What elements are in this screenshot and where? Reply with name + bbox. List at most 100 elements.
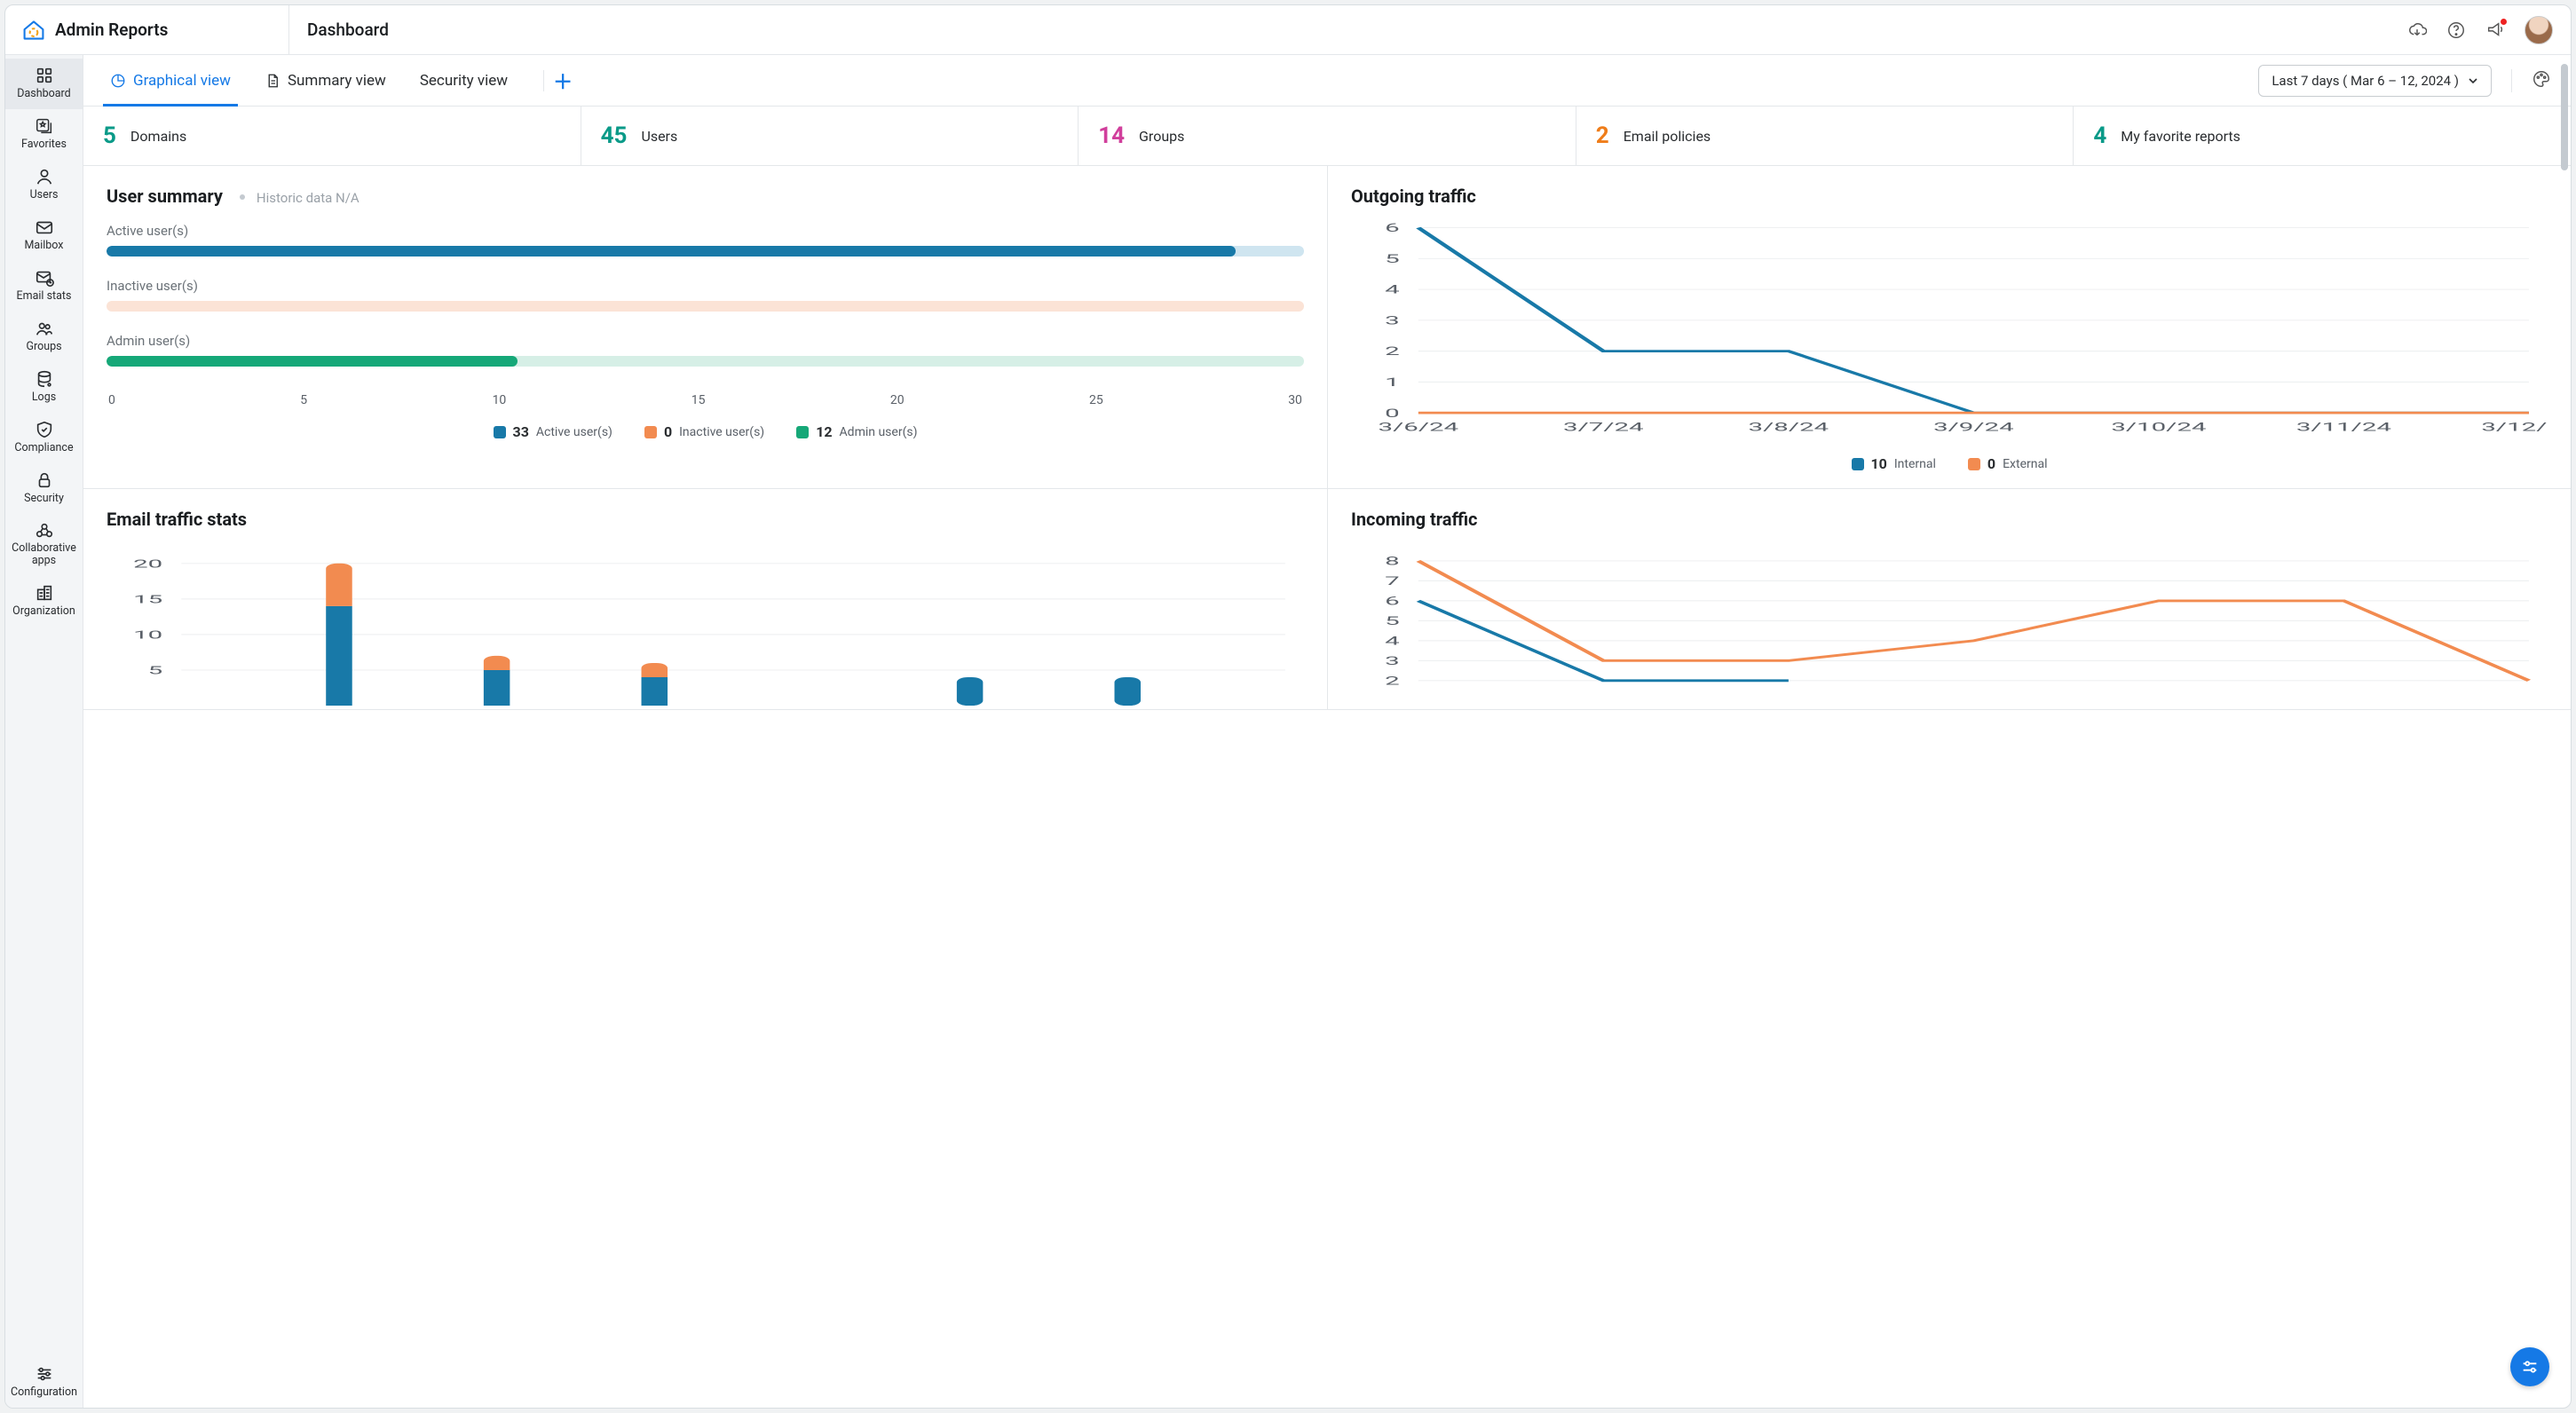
svg-text:5: 5 [1385, 614, 1400, 628]
stat-cell[interactable]: 45Users [581, 107, 1079, 165]
svg-text:8: 8 [1385, 554, 1400, 568]
help-icon[interactable] [2446, 20, 2466, 40]
sidebar-item-label: Compliance [14, 441, 73, 454]
sidebar-item-favorites[interactable]: Favorites [5, 109, 83, 160]
tab-summary-view[interactable]: Summary view [257, 55, 393, 106]
stat-cell[interactable]: 4My favorite reports [2073, 107, 2571, 165]
sidebar-item-configuration[interactable]: Configuration [5, 1357, 83, 1408]
sidebar-item-users[interactable]: Users [5, 160, 83, 210]
compliance-icon [35, 420, 54, 439]
email-stats-icon [35, 268, 54, 288]
sidebar-item-logs[interactable]: Logs [5, 362, 83, 413]
sidebar-item-label: Logs [32, 391, 56, 404]
svg-text:0: 0 [1385, 407, 1400, 420]
tab-security-view[interactable]: Security view [413, 55, 515, 106]
hbar-label: Active user(s) [107, 223, 1304, 239]
hbar-track [107, 356, 1304, 367]
legend-value: 0 [664, 423, 672, 440]
add-view-button[interactable]: ＋ [553, 67, 573, 95]
stat-value: 4 [2093, 122, 2106, 149]
tab-graphical-view[interactable]: Graphical view [103, 55, 238, 106]
customize-fab[interactable] [2510, 1347, 2549, 1386]
legend-name: Active user(s) [536, 425, 612, 439]
tab-label: Graphical view [133, 72, 231, 90]
svg-text:7: 7 [1385, 574, 1400, 588]
sidebar-item-compliance[interactable]: Compliance [5, 413, 83, 463]
security-icon [35, 470, 54, 490]
hbar-fill [107, 246, 1236, 257]
hbar-fill [107, 356, 518, 367]
legend-row: 33 Active user(s)0 Inactive user(s)12 Ad… [107, 423, 1304, 440]
hbar-track [107, 246, 1304, 257]
legend-value: 0 [1987, 455, 1995, 472]
whats-new-icon[interactable] [2485, 20, 2505, 40]
page-title: Dashboard [289, 20, 389, 40]
sidebar-item-label: Dashboard [17, 87, 70, 100]
top-bar: Admin Reports Dashboard [5, 5, 2571, 55]
sidebar-item-dashboard[interactable]: Dashboard [5, 59, 83, 109]
legend-name: Admin user(s) [840, 425, 918, 439]
date-range-picker[interactable]: Last 7 days ( Mar 6 – 12, 2024 ) [2258, 65, 2492, 97]
incoming-chart: 2345678 [1351, 546, 2548, 706]
sidebar-item-label: Groups [26, 340, 61, 353]
outgoing-chart: 01234563/6/243/7/243/8/243/9/243/10/243/… [1351, 223, 2548, 436]
svg-text:3/7/24: 3/7/24 [1563, 421, 1644, 434]
stat-cell[interactable]: 5Domains [83, 107, 581, 165]
stat-value: 2 [1596, 122, 1609, 149]
dot-separator [240, 194, 245, 200]
brand-title: Admin Reports [55, 20, 168, 40]
stat-cell[interactable]: 2 Email policies [1576, 107, 2074, 165]
configuration-icon [35, 1364, 54, 1384]
sidebar-item-collab[interactable]: Collaborative apps [5, 514, 83, 576]
mailbox-icon [35, 217, 54, 237]
panel-title: Outgoing traffic [1351, 186, 2548, 207]
stat-label: Users [641, 128, 677, 145]
groups-icon [35, 319, 54, 338]
sidebar-item-mailbox[interactable]: Mailbox [5, 210, 83, 261]
theme-button[interactable] [2511, 69, 2551, 92]
subtabs-row: Graphical view Summary view Security vie… [83, 55, 2571, 107]
sidebar: Dashboard Favorites Users Mailbox Email … [5, 55, 83, 1408]
stat-label: Email policies [1624, 128, 1711, 145]
svg-text:5: 5 [1385, 252, 1400, 265]
dashboard-icon [35, 66, 54, 85]
sliders-icon [2520, 1357, 2540, 1377]
stat-cell[interactable]: 14Groups [1078, 107, 1576, 165]
sidebar-item-org[interactable]: Organization [5, 576, 83, 627]
legend-name: Inactive user(s) [679, 425, 764, 439]
legend-swatch [1968, 458, 1980, 470]
sidebar-item-label: Mailbox [24, 239, 63, 252]
svg-text:3/10/24: 3/10/24 [2111, 421, 2206, 434]
sidebar-item-security[interactable]: Security [5, 463, 83, 514]
top-icons [2407, 16, 2571, 44]
axis-tick: 15 [691, 393, 706, 407]
pie-icon [110, 73, 126, 89]
stat-label: Groups [1139, 128, 1184, 145]
hbar-track [107, 301, 1304, 312]
svg-text:15: 15 [133, 592, 162, 606]
sidebar-item-email-stats[interactable]: Email stats [5, 261, 83, 312]
main-area: Graphical view Summary view Security vie… [83, 55, 2571, 1408]
legend-name: External [2003, 457, 2047, 471]
brand-cell: Admin Reports [5, 5, 289, 54]
avatar[interactable] [2525, 16, 2553, 44]
hbar-axis: 051015202530 [107, 388, 1304, 407]
axis-tick: 10 [493, 393, 507, 407]
panel-email-traffic: Email traffic stats 5101520 [83, 489, 1327, 710]
panel-subtitle: Historic data N/A [257, 190, 360, 206]
cloud-download-icon[interactable] [2407, 20, 2427, 40]
axis-tick: 25 [1089, 393, 1103, 407]
panel-outgoing: Outgoing traffic 01234563/6/243/7/243/8/… [1327, 166, 2571, 489]
users-icon [35, 167, 54, 186]
legend-value: 10 [1871, 455, 1887, 472]
legend-item: 0 Inactive user(s) [644, 423, 764, 440]
panel-user-summary: User summary Historic data N/A Active us… [83, 166, 1327, 489]
tab-label: Summary view [288, 72, 386, 90]
axis-tick: 0 [108, 393, 115, 407]
stat-value: 5 [103, 122, 116, 149]
legend-value: 12 [816, 423, 832, 440]
sidebar-item-groups[interactable]: Groups [5, 312, 83, 362]
legend-name: Internal [1894, 457, 1936, 471]
body-row: Dashboard Favorites Users Mailbox Email … [5, 55, 2571, 1408]
svg-text:3/9/24: 3/9/24 [1933, 421, 2014, 434]
